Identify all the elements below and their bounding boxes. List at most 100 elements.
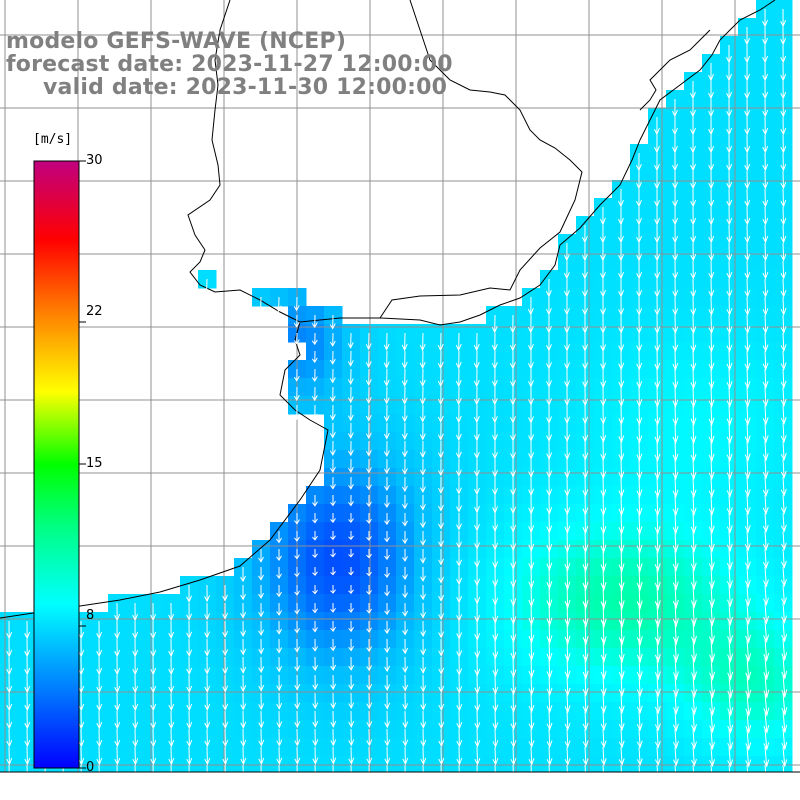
wind-arrow: [276, 692, 283, 710]
wind-arrow: [240, 602, 247, 619]
wind-arrow: [691, 638, 697, 664]
wind-arrow: [546, 674, 553, 697]
wind-arrow: [456, 566, 463, 586]
wind-arrow: [546, 332, 552, 352]
wind-arrow: [24, 692, 31, 712]
wind-arrow: [691, 728, 697, 750]
wind-arrow: [401, 368, 408, 388]
wind-arrow: [348, 584, 354, 594]
wind-arrow: [636, 746, 643, 766]
wind-arrow: [78, 728, 85, 748]
wind-arrow: [222, 620, 229, 639]
wind-arrow: [330, 674, 337, 691]
wind-arrow: [24, 656, 31, 676]
wind-arrow: [762, 152, 769, 172]
wind-arrow: [600, 278, 606, 298]
wind-arrow: [690, 278, 697, 298]
wind-arrow: [438, 710, 445, 730]
wind-arrow: [636, 584, 643, 611]
wind-arrow: [420, 638, 427, 656]
wind-arrow: [150, 620, 157, 640]
wind-arrow: [240, 674, 247, 693]
wind-arrow: [510, 692, 517, 713]
wind-arrow: [474, 746, 481, 766]
wind-arrow: [744, 224, 751, 244]
wind-arrow: [510, 422, 516, 442]
wind-arrow: [727, 710, 734, 734]
wind-arrow: [582, 620, 589, 646]
forecast-date: forecast date: 2023-11-27 12:00:00: [6, 52, 453, 77]
wind-arrow: [312, 692, 319, 710]
wind-arrow: [708, 512, 715, 535]
wind-arrow: [440, 764, 442, 772]
wind-arrow: [96, 728, 103, 748]
wind-arrow: [708, 188, 715, 208]
wind-arrow: [455, 386, 462, 406]
wind-arrow: [563, 278, 570, 298]
wind-arrow: [672, 422, 679, 445]
wind-arrow: [258, 566, 264, 581]
wind-arrow: [726, 44, 732, 64]
wind-arrow: [744, 188, 751, 208]
wind-arrow: [672, 278, 679, 298]
wind-arrow: [782, 764, 785, 772]
wind-cell: [252, 774, 271, 793]
wind-arrow: [690, 584, 697, 609]
wind-arrow: [728, 764, 731, 772]
wind-arrow: [744, 206, 751, 226]
wind-cell: [234, 774, 253, 793]
wind-arrow: [294, 620, 301, 634]
wind-arrow: [329, 422, 336, 439]
wind-arrow: [600, 332, 607, 353]
wind-cell: [576, 774, 595, 793]
wind-arrow: [727, 728, 734, 751]
wind-arrow: [726, 206, 733, 226]
wind-arrow: [276, 620, 283, 635]
wind-arrow: [618, 476, 625, 498]
wind-arrow: [510, 728, 517, 748]
wind-arrow: [348, 728, 355, 747]
wind-arrow: [368, 764, 370, 772]
wind-arrow: [672, 746, 679, 767]
wind-arrow: [240, 728, 247, 748]
wind-arrow: [780, 152, 787, 172]
wind-arrow: [366, 494, 372, 507]
wind-arrow: [437, 386, 444, 406]
wind-arrow: [726, 350, 733, 371]
wind-arrow: [276, 728, 283, 747]
wind-arrow: [546, 350, 552, 370]
wind-arrow: [708, 440, 715, 463]
wind-arrow: [690, 512, 697, 535]
wind-arrow: [744, 44, 751, 64]
wind-arrow: [455, 458, 462, 477]
wind-arrow: [347, 332, 354, 349]
wind-arrow: [527, 314, 534, 334]
wind-arrow: [311, 386, 318, 402]
wind-arrow: [528, 368, 534, 388]
wind-arrow: [204, 620, 211, 639]
wind-arrow: [456, 602, 463, 622]
wind-arrow: [744, 422, 751, 444]
wind-arrow: [293, 314, 300, 328]
wind-arrow: [582, 638, 589, 663]
wind-arrow: [618, 710, 625, 732]
wind-arrow: [618, 224, 624, 244]
wind-arrow: [708, 530, 715, 553]
wind-arrow: [402, 746, 409, 766]
wind-arrow: [726, 314, 733, 335]
wind-arrow: [437, 422, 444, 441]
wind-arrow: [168, 728, 175, 748]
wind-cell: [0, 774, 19, 793]
wind-arrow: [312, 746, 319, 765]
wind-arrow: [636, 242, 643, 262]
wind-arrow: [672, 584, 679, 610]
wind-arrow: [638, 764, 640, 772]
wind-arrow: [672, 602, 679, 628]
wind-arrow: [564, 746, 571, 766]
wind-arrow: [419, 350, 426, 370]
wind-arrow: [564, 368, 571, 389]
wind-arrow: [422, 764, 424, 772]
wind-arrow: [582, 584, 589, 610]
wind-arrow: [383, 386, 390, 405]
wind-arrow: [420, 602, 427, 619]
